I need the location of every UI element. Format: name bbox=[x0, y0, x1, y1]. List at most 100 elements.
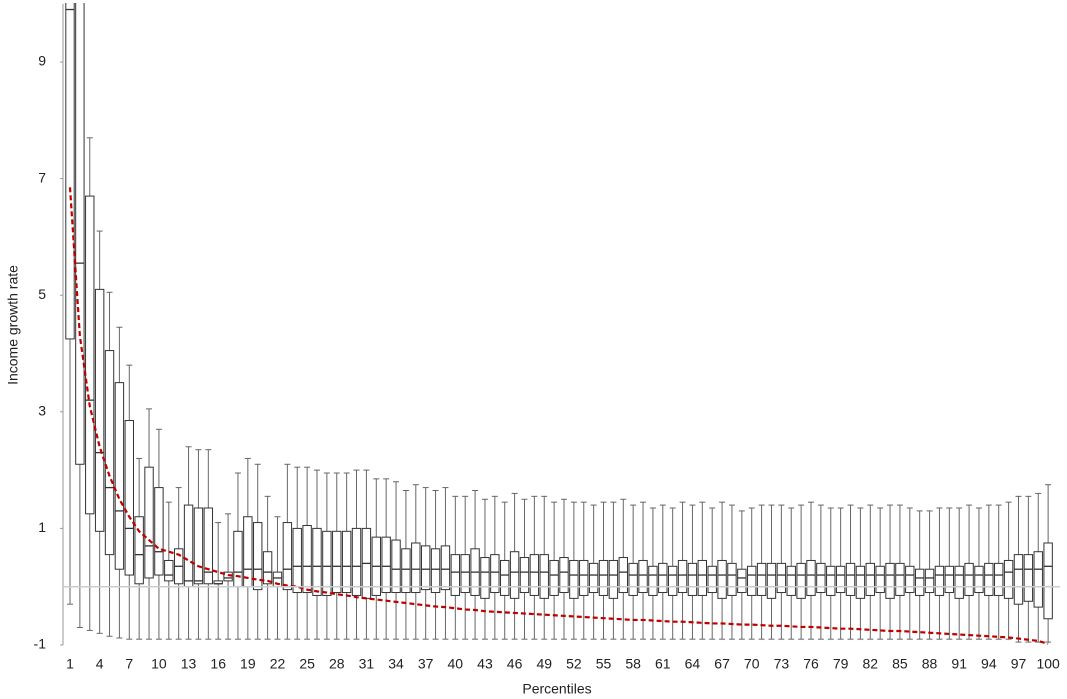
y-tick-label: 7 bbox=[38, 169, 46, 185]
y-tick-label: -1 bbox=[34, 636, 47, 652]
box bbox=[895, 562, 905, 596]
box bbox=[302, 524, 312, 594]
box bbox=[737, 568, 747, 594]
x-tick-label: 94 bbox=[981, 656, 997, 672]
y-tick-label: 3 bbox=[38, 403, 46, 419]
box bbox=[569, 559, 579, 599]
x-tick-label: 52 bbox=[566, 656, 582, 672]
box bbox=[1003, 559, 1014, 599]
box bbox=[430, 548, 441, 594]
x-tick-label: 49 bbox=[536, 656, 552, 672]
box bbox=[341, 530, 352, 594]
box bbox=[984, 562, 994, 596]
box bbox=[332, 530, 342, 594]
box bbox=[1033, 551, 1043, 608]
y-axis-title: Income growth rate bbox=[5, 265, 21, 385]
y-tick-label: 1 bbox=[38, 519, 46, 535]
y-tick-label: 5 bbox=[38, 286, 46, 302]
box bbox=[243, 516, 253, 588]
x-tick-label: 19 bbox=[240, 656, 256, 672]
x-tick-label: 88 bbox=[922, 656, 938, 672]
box bbox=[608, 559, 619, 599]
box bbox=[618, 557, 628, 594]
box bbox=[450, 554, 461, 596]
box bbox=[717, 559, 727, 599]
box bbox=[391, 539, 401, 594]
box bbox=[124, 420, 134, 576]
x-tick-label: 79 bbox=[833, 656, 849, 672]
x-tick-label: 7 bbox=[125, 656, 133, 672]
box bbox=[65, 3, 75, 340]
box bbox=[253, 522, 263, 591]
box bbox=[786, 565, 796, 596]
x-tick-label: 34 bbox=[388, 656, 404, 672]
box bbox=[924, 568, 935, 594]
box bbox=[154, 487, 164, 576]
plot-area bbox=[65, 3, 1053, 645]
x-tick-label: 25 bbox=[299, 656, 315, 672]
box bbox=[460, 554, 470, 594]
box bbox=[944, 565, 955, 594]
box bbox=[579, 559, 589, 596]
box bbox=[865, 562, 875, 596]
box bbox=[707, 565, 717, 594]
box bbox=[144, 466, 154, 579]
box bbox=[381, 536, 391, 594]
x-tick-label: 10 bbox=[151, 656, 167, 672]
x-tick-label: 64 bbox=[685, 656, 701, 672]
x-tick-label: 70 bbox=[744, 656, 760, 672]
box bbox=[638, 559, 648, 594]
box bbox=[134, 516, 144, 585]
box bbox=[193, 507, 204, 585]
x-tick-label: 100 bbox=[1036, 656, 1060, 672]
box bbox=[480, 557, 490, 599]
box bbox=[549, 559, 559, 596]
box bbox=[816, 562, 826, 594]
box bbox=[559, 557, 569, 594]
box bbox=[756, 562, 767, 596]
box bbox=[934, 565, 945, 596]
box bbox=[905, 565, 915, 594]
box bbox=[648, 565, 658, 596]
box bbox=[796, 562, 806, 599]
box bbox=[806, 559, 816, 596]
box bbox=[855, 565, 866, 599]
x-tick-label: 4 bbox=[96, 656, 104, 672]
x-tick-label: 73 bbox=[774, 656, 790, 672]
box bbox=[914, 568, 925, 596]
box bbox=[322, 530, 332, 596]
box bbox=[539, 554, 549, 599]
box bbox=[766, 562, 777, 599]
box bbox=[994, 562, 1004, 596]
box bbox=[183, 504, 194, 588]
box bbox=[233, 530, 243, 588]
box bbox=[500, 559, 510, 596]
box bbox=[885, 562, 895, 599]
box bbox=[588, 562, 599, 594]
x-tick-label: 28 bbox=[329, 656, 345, 672]
box bbox=[94, 288, 105, 532]
box bbox=[974, 565, 984, 594]
box bbox=[262, 551, 273, 585]
box bbox=[411, 542, 421, 594]
x-tick-label: 31 bbox=[359, 656, 375, 672]
box bbox=[835, 565, 846, 594]
x-tick-label: 85 bbox=[892, 656, 908, 672]
box bbox=[85, 195, 95, 515]
x-tick-label: 22 bbox=[270, 656, 286, 672]
box bbox=[677, 559, 688, 594]
box bbox=[845, 562, 856, 596]
box bbox=[490, 554, 500, 594]
x-tick-label: 67 bbox=[714, 656, 730, 672]
y-tick-label: 9 bbox=[38, 53, 46, 69]
x-tick-label: 91 bbox=[951, 656, 967, 672]
x-tick-label: 46 bbox=[507, 656, 523, 672]
box bbox=[104, 350, 115, 556]
box bbox=[401, 548, 411, 594]
box bbox=[598, 559, 609, 596]
x-tick-label: 58 bbox=[625, 656, 641, 672]
x-axis-title: Percentiles bbox=[522, 681, 591, 697]
box bbox=[292, 527, 302, 594]
box bbox=[312, 527, 322, 596]
box bbox=[964, 562, 974, 596]
